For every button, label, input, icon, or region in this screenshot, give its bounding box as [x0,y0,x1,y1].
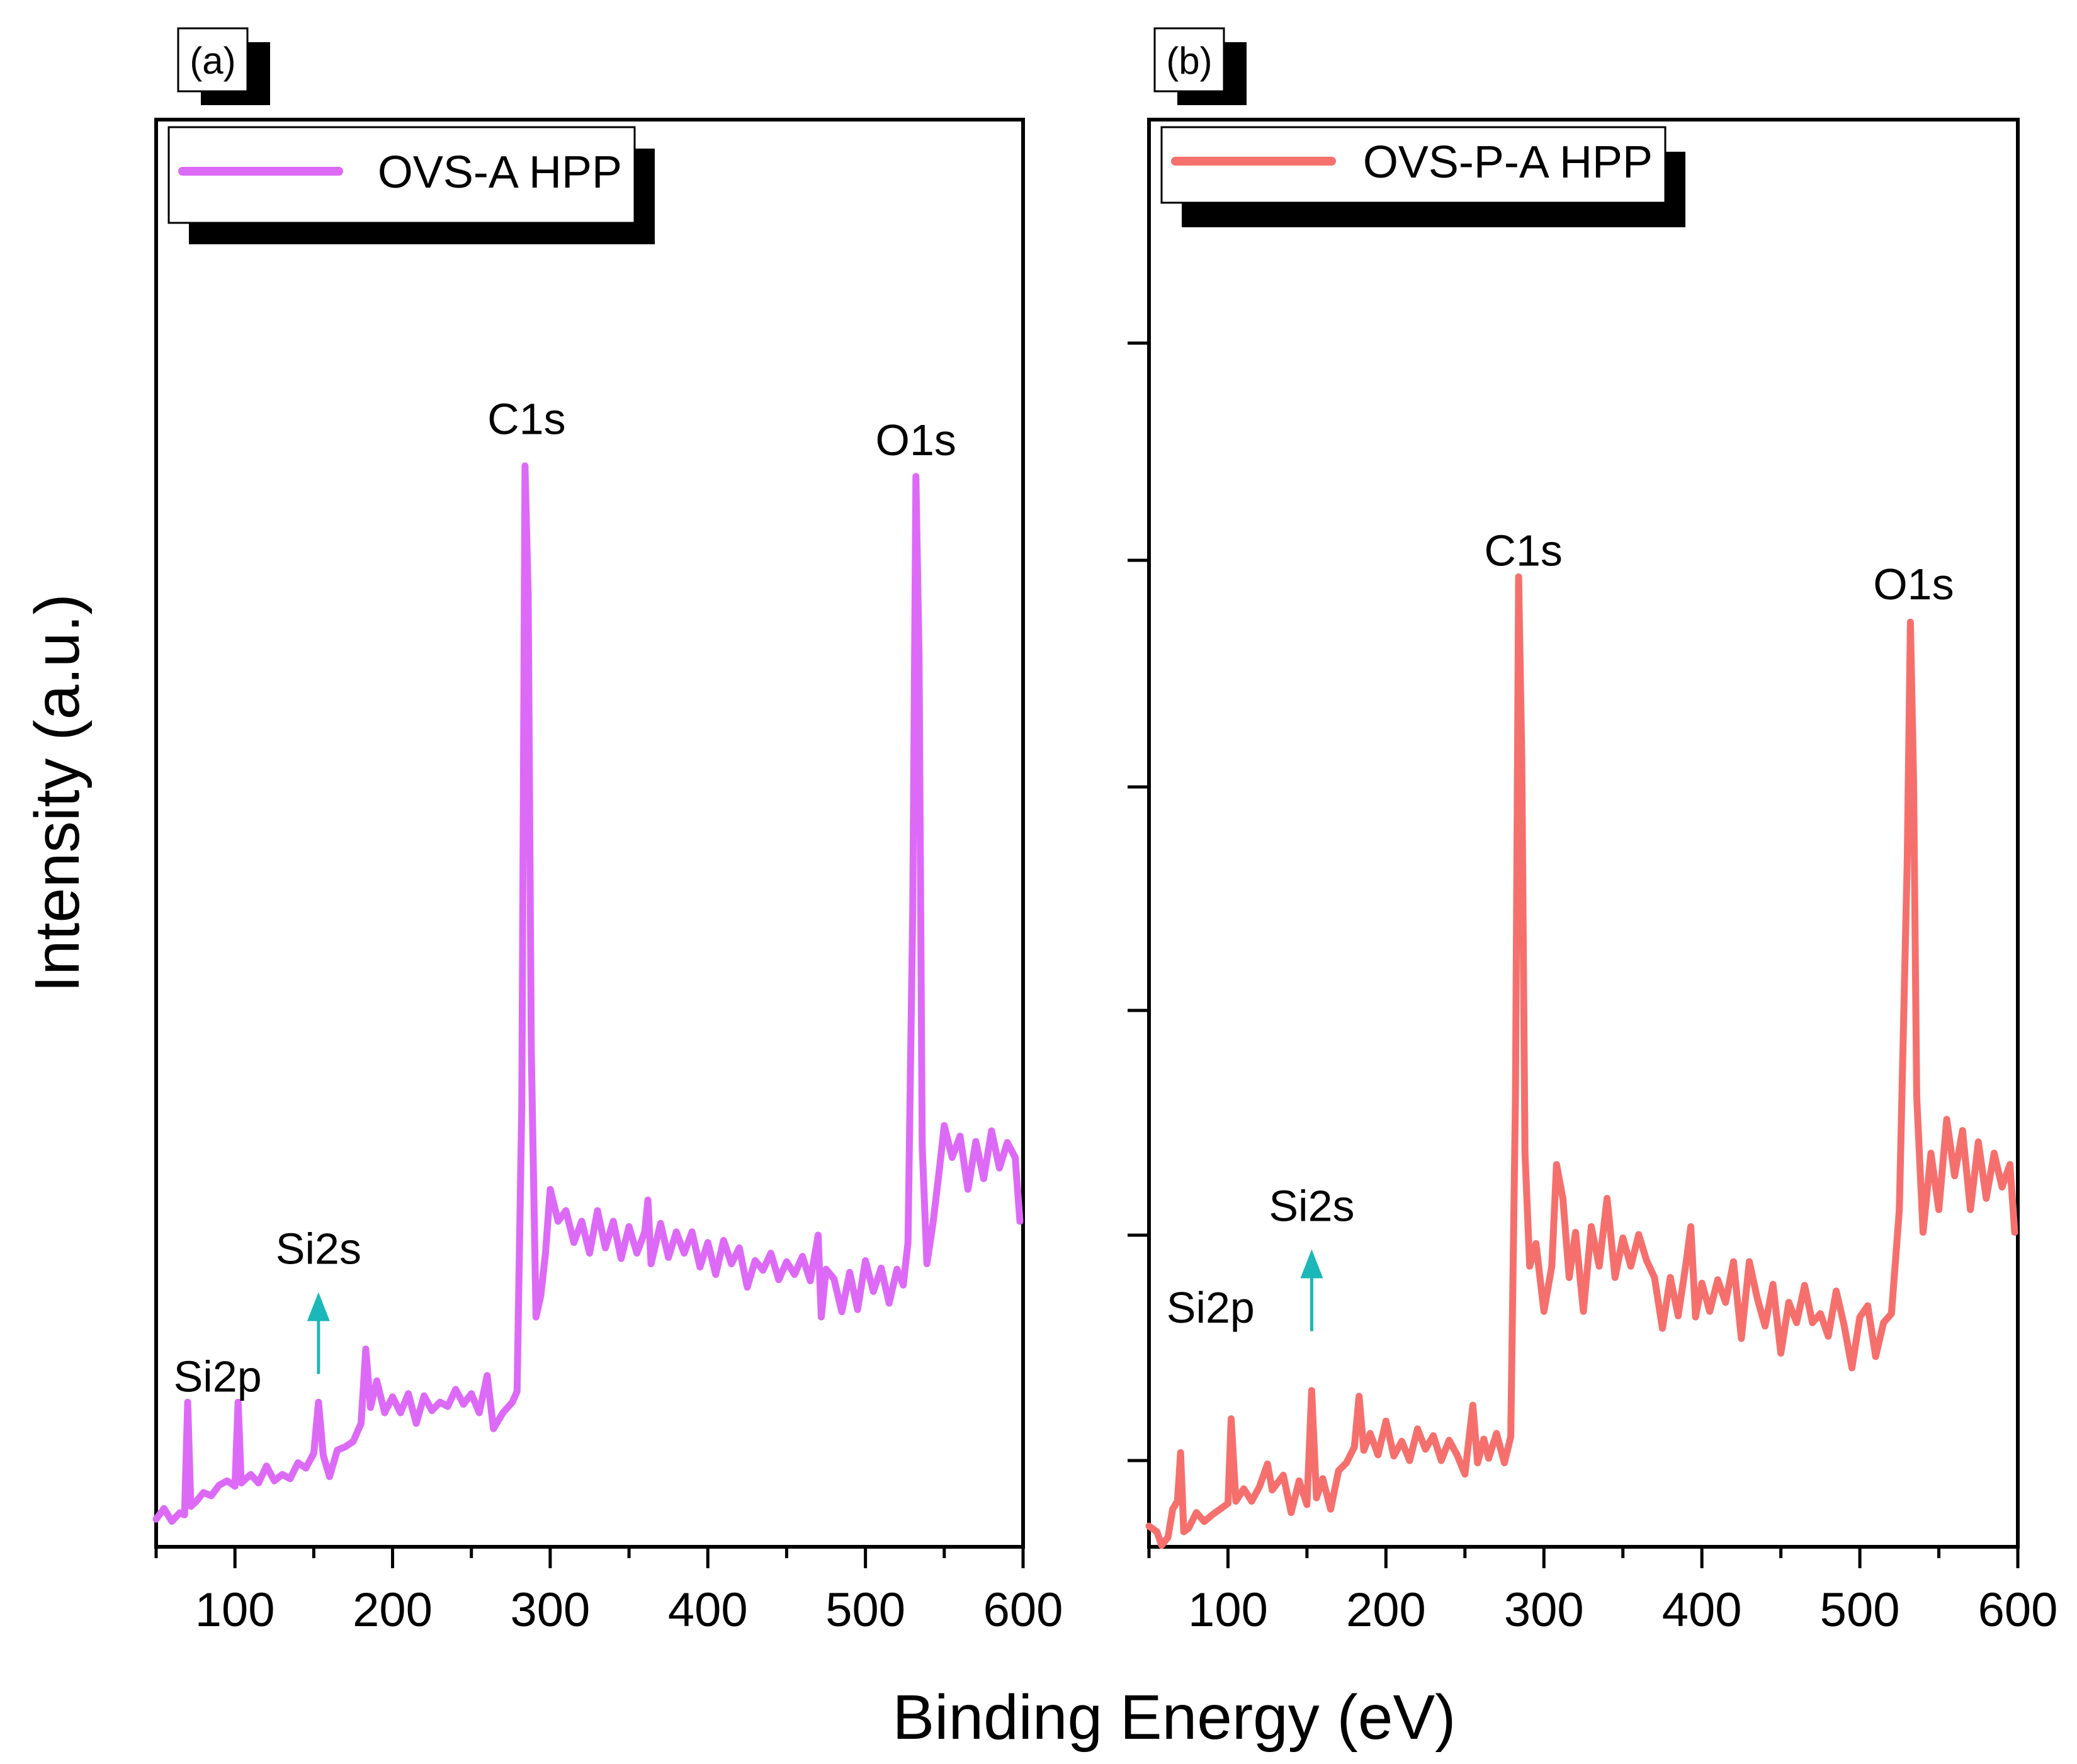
x-axis-title: Binding Energy (eV) [893,1682,1456,1753]
panel-a-legend-label: OVS-A HPP [378,147,622,198]
panel-a-tag-box [177,27,249,93]
panel-b-plot-frame [1147,118,2020,1549]
panel-b-x-tick-label: 600 [1978,1583,2058,1637]
panel-b-panel-label: (b) [1166,40,1212,82]
panel-b-peak-label-si2p: Si2p [1167,1283,1255,1332]
panel-b-si2s-arrowhead [1300,1249,1323,1279]
panel-b-x-tick-label: 200 [1346,1583,1426,1637]
panel-a-x-tick-label: 100 [195,1583,275,1637]
panel-a-peak-label-c1s: C1s [487,394,565,443]
panel-b-x-tick-label: 400 [1662,1583,1742,1637]
panel-a-x-tick-label: 500 [825,1583,905,1637]
panel-b-x-tick-label: 300 [1504,1583,1584,1637]
panel-b-peak-label-c1s: C1s [1484,526,1562,575]
panel-b-x-tick-label: 100 [1188,1583,1268,1637]
panel-a-x-tick-label: 300 [511,1583,591,1637]
panel-b-tag-box [1153,27,1225,93]
panel-a-x-tick-label: 600 [983,1583,1063,1637]
panel-b-x-tick-label: 500 [1820,1583,1900,1637]
panel-a: 100 200 300 400 500 600 C1s O1s Si2s Si2p OVS-A HP… [152,27,1063,1637]
panel-a-peak-label-si2s: Si2s [276,1224,361,1274]
panel-a-plot-frame [154,118,1025,1549]
panel-b-legend-label: OVS-P-A HPP [1363,137,1653,188]
panel-b-spectrum-line [1145,573,2018,1549]
panel-a-peak-label-si2p: Si2p [174,1352,262,1401]
panel-a-panel-label: (a) [190,40,235,82]
y-axis-title: Intensity (a.u.) [22,594,93,993]
panel-a-spectrum-line [152,462,1024,1525]
panel-a-peak-label-o1s: O1s [876,416,956,465]
panel-a-x-tick-label: 200 [353,1583,433,1637]
panel-a-x-tick-label: 400 [668,1583,748,1637]
panel-b-peak-label-o1s: O1s [1873,560,1954,609]
panel-a-si2s-arrowhead [307,1292,330,1321]
panel-b-peak-label-si2s: Si2s [1269,1181,1354,1230]
panel-b: 100 200 300 400 500 600 C1s O1s Si2s Si2p OVS-P-A … [1128,27,2058,1637]
